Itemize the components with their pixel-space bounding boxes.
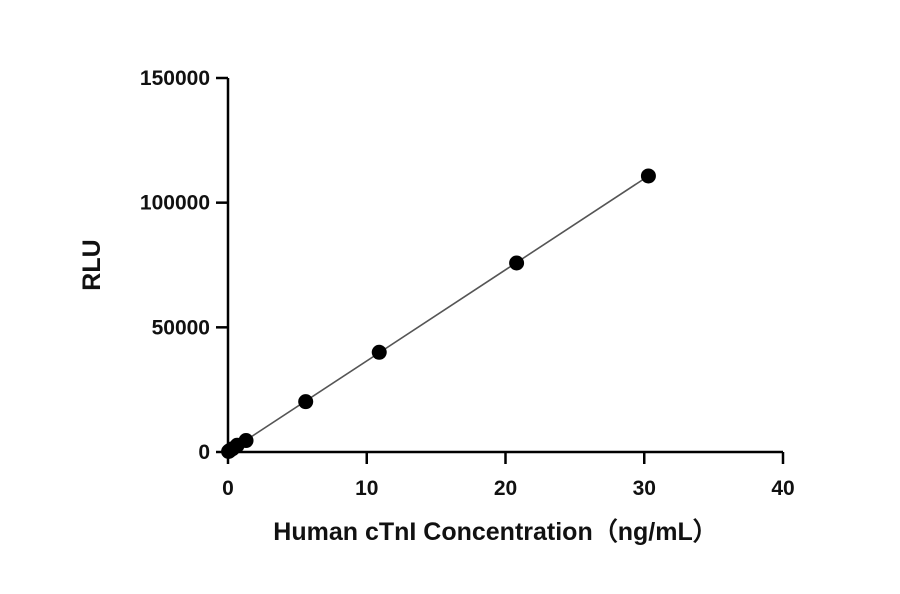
x-tick-label: 30: [633, 477, 656, 500]
axes: 0 50000 100000 150000 0 10 20 30 40: [140, 67, 795, 500]
y-tick-label: 50000: [152, 316, 210, 339]
x-tick-label: 40: [771, 477, 794, 500]
data-point: [238, 433, 254, 449]
fit-line-group: [227, 175, 649, 453]
x-tick-label: 20: [494, 477, 517, 500]
y-axis-title: RLU: [78, 239, 106, 290]
data-point: [298, 394, 314, 410]
fit-line: [227, 175, 649, 453]
y-tick-label: 0: [198, 441, 210, 464]
data-points: [221, 168, 656, 460]
x-axis-title: Human cTnI Concentration（ng/mL）: [273, 517, 717, 546]
y-tick-label: 150000: [140, 67, 210, 90]
x-tick-label: 0: [222, 477, 234, 500]
x-tick-label: 10: [355, 477, 378, 500]
y-tick-label: 100000: [140, 192, 210, 215]
data-point: [509, 255, 525, 271]
data-point: [371, 344, 387, 360]
data-point: [640, 168, 656, 184]
